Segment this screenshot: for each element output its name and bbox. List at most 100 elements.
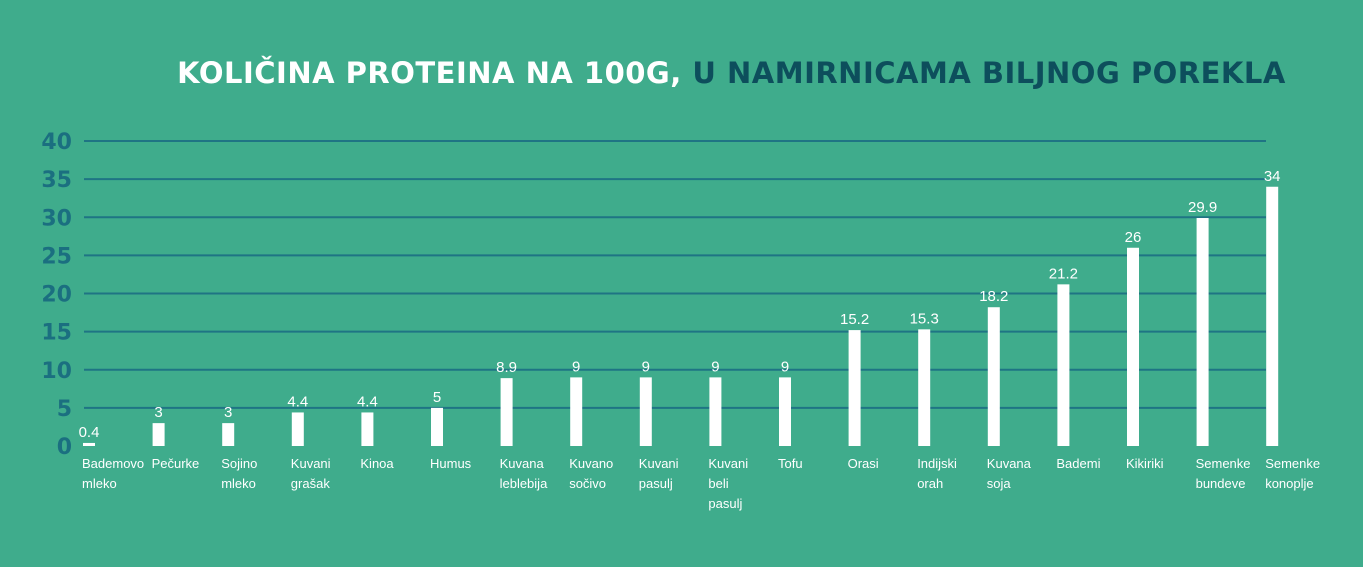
- bar: [848, 330, 861, 446]
- category-label-line: Bademovo: [82, 456, 144, 471]
- bar: [1057, 284, 1070, 446]
- y-tick-label: 25: [41, 244, 72, 269]
- category-label-line: konoplje: [1265, 476, 1313, 491]
- category-label-line: beli: [708, 476, 728, 491]
- gridlines: [84, 140, 1266, 409]
- y-tick-label: 20: [41, 283, 72, 308]
- category-label-line: Humus: [430, 456, 472, 471]
- y-tick-label: 10: [41, 359, 72, 384]
- bar: [431, 407, 443, 446]
- value-labels: 0.4 3 3 4.4 4.4 5 8.9 9 9 9 9 15.2 15.3 18.2 21.2 26 29.…: [79, 168, 1281, 441]
- category-label-line: Sojino: [221, 456, 257, 471]
- bars: [83, 186, 1279, 446]
- category-label-line: Orasi: [848, 456, 879, 471]
- category-labels: Bademovo mleko Pečurke Sojino mleko Kuvani gra…: [82, 456, 1320, 511]
- category-label-line: Semenke: [1265, 456, 1320, 471]
- category-label: Tofu: [778, 456, 803, 471]
- category-label-line: soja: [987, 476, 1012, 491]
- data-label: 0.4: [79, 424, 100, 441]
- y-tick-label: 40: [41, 130, 72, 155]
- bar: [639, 377, 652, 446]
- bar: [570, 377, 583, 446]
- bar: [1127, 247, 1139, 446]
- bar: [361, 412, 374, 446]
- bar: [152, 423, 165, 446]
- category-label: Kinoa: [360, 456, 394, 471]
- y-tick-label: 35: [41, 168, 72, 193]
- data-label: 18.2: [979, 288, 1008, 305]
- category-label: Kuvani pasulj: [639, 456, 679, 491]
- bar: [83, 442, 95, 446]
- y-tick-label: 30: [41, 206, 72, 231]
- category-label-line: Bademi: [1056, 456, 1100, 471]
- category-label: Pečurke: [152, 456, 200, 471]
- bar: [1266, 186, 1279, 446]
- category-label: Kuvana leblebija: [500, 456, 548, 491]
- category-label-line: grašak: [291, 476, 331, 491]
- category-label-line: mleko: [82, 476, 117, 491]
- category-label: Kuvana soja: [987, 456, 1032, 491]
- data-label: 15.3: [910, 310, 939, 327]
- category-label-line: Kuvana: [500, 456, 545, 471]
- category-label: Orasi: [848, 456, 879, 471]
- category-label-line: pasulj: [639, 476, 673, 491]
- chart-title-part2: U NAMIRNICAMA BILJNOG POREKLA: [681, 56, 1286, 90]
- data-label: 21.2: [1049, 265, 1078, 282]
- data-label: 9: [642, 358, 650, 375]
- category-label-line: Indijski: [917, 456, 957, 471]
- data-label: 9: [711, 358, 719, 375]
- category-label: Semenke bundeve: [1196, 456, 1251, 491]
- data-label: 4.4: [357, 393, 378, 410]
- bar: [291, 412, 304, 446]
- category-label-line: bundeve: [1196, 476, 1246, 491]
- y-tick-label: 15: [41, 321, 72, 346]
- category-label-line: Kinoa: [360, 456, 394, 471]
- data-label: 5: [433, 389, 441, 406]
- bar: [779, 377, 791, 446]
- bar: [1196, 218, 1209, 446]
- data-label: 9: [572, 358, 580, 375]
- data-label: 9: [781, 358, 789, 375]
- category-label: Kuvani grašak: [291, 456, 331, 491]
- category-label-line: leblebija: [500, 476, 548, 491]
- category-label-line: Kuvani: [708, 456, 748, 471]
- category-label-line: Semenke: [1196, 456, 1251, 471]
- data-label: 34: [1264, 168, 1281, 185]
- category-label: Semenke konoplje: [1265, 456, 1320, 491]
- bar: [500, 378, 513, 446]
- y-tick-label: 5: [57, 397, 72, 422]
- category-label-line: Tofu: [778, 456, 803, 471]
- data-label: 29.9: [1188, 199, 1217, 216]
- data-label: 3: [224, 404, 232, 421]
- category-label-line: Pečurke: [152, 456, 200, 471]
- data-label: 4.4: [287, 393, 308, 410]
- data-label: 15.2: [840, 311, 869, 328]
- bar: [222, 423, 235, 446]
- category-label: Bademi: [1056, 456, 1100, 471]
- category-label: Sojino mleko: [221, 456, 257, 491]
- category-label-line: pasulj: [708, 496, 742, 511]
- category-label-line: Kuvana: [987, 456, 1032, 471]
- category-label-line: orah: [917, 476, 943, 491]
- data-label: 8.9: [496, 359, 517, 376]
- chart-title: KOLIČINA PROTEINA NA 100G, U NAMIRNICAMA…: [50, 56, 1363, 90]
- data-label: 3: [154, 404, 162, 421]
- category-label: Kikiriki: [1126, 456, 1164, 471]
- category-label-line: mleko: [221, 476, 256, 491]
- category-label: Humus: [430, 456, 472, 471]
- category-label: Indijski orah: [917, 456, 957, 491]
- bar: [709, 377, 722, 446]
- category-label-line: Kuvani: [639, 456, 679, 471]
- category-label: Bademovo mleko: [82, 456, 144, 491]
- y-tick-label: 0: [57, 435, 72, 460]
- category-label: Kuvani beli pasulj: [708, 456, 748, 511]
- category-label-line: Kuvani: [291, 456, 331, 471]
- bar: [918, 329, 931, 446]
- chart-title-part1: KOLIČINA PROTEINA NA 100G,: [177, 56, 682, 90]
- category-label-line: Kikiriki: [1126, 456, 1164, 471]
- y-axis-ticks: 0 5 10 15 20 25 30 35 40: [41, 130, 72, 460]
- category-label-line: Kuvano: [569, 456, 613, 471]
- data-label: 26: [1125, 229, 1142, 246]
- bar: [987, 307, 1000, 446]
